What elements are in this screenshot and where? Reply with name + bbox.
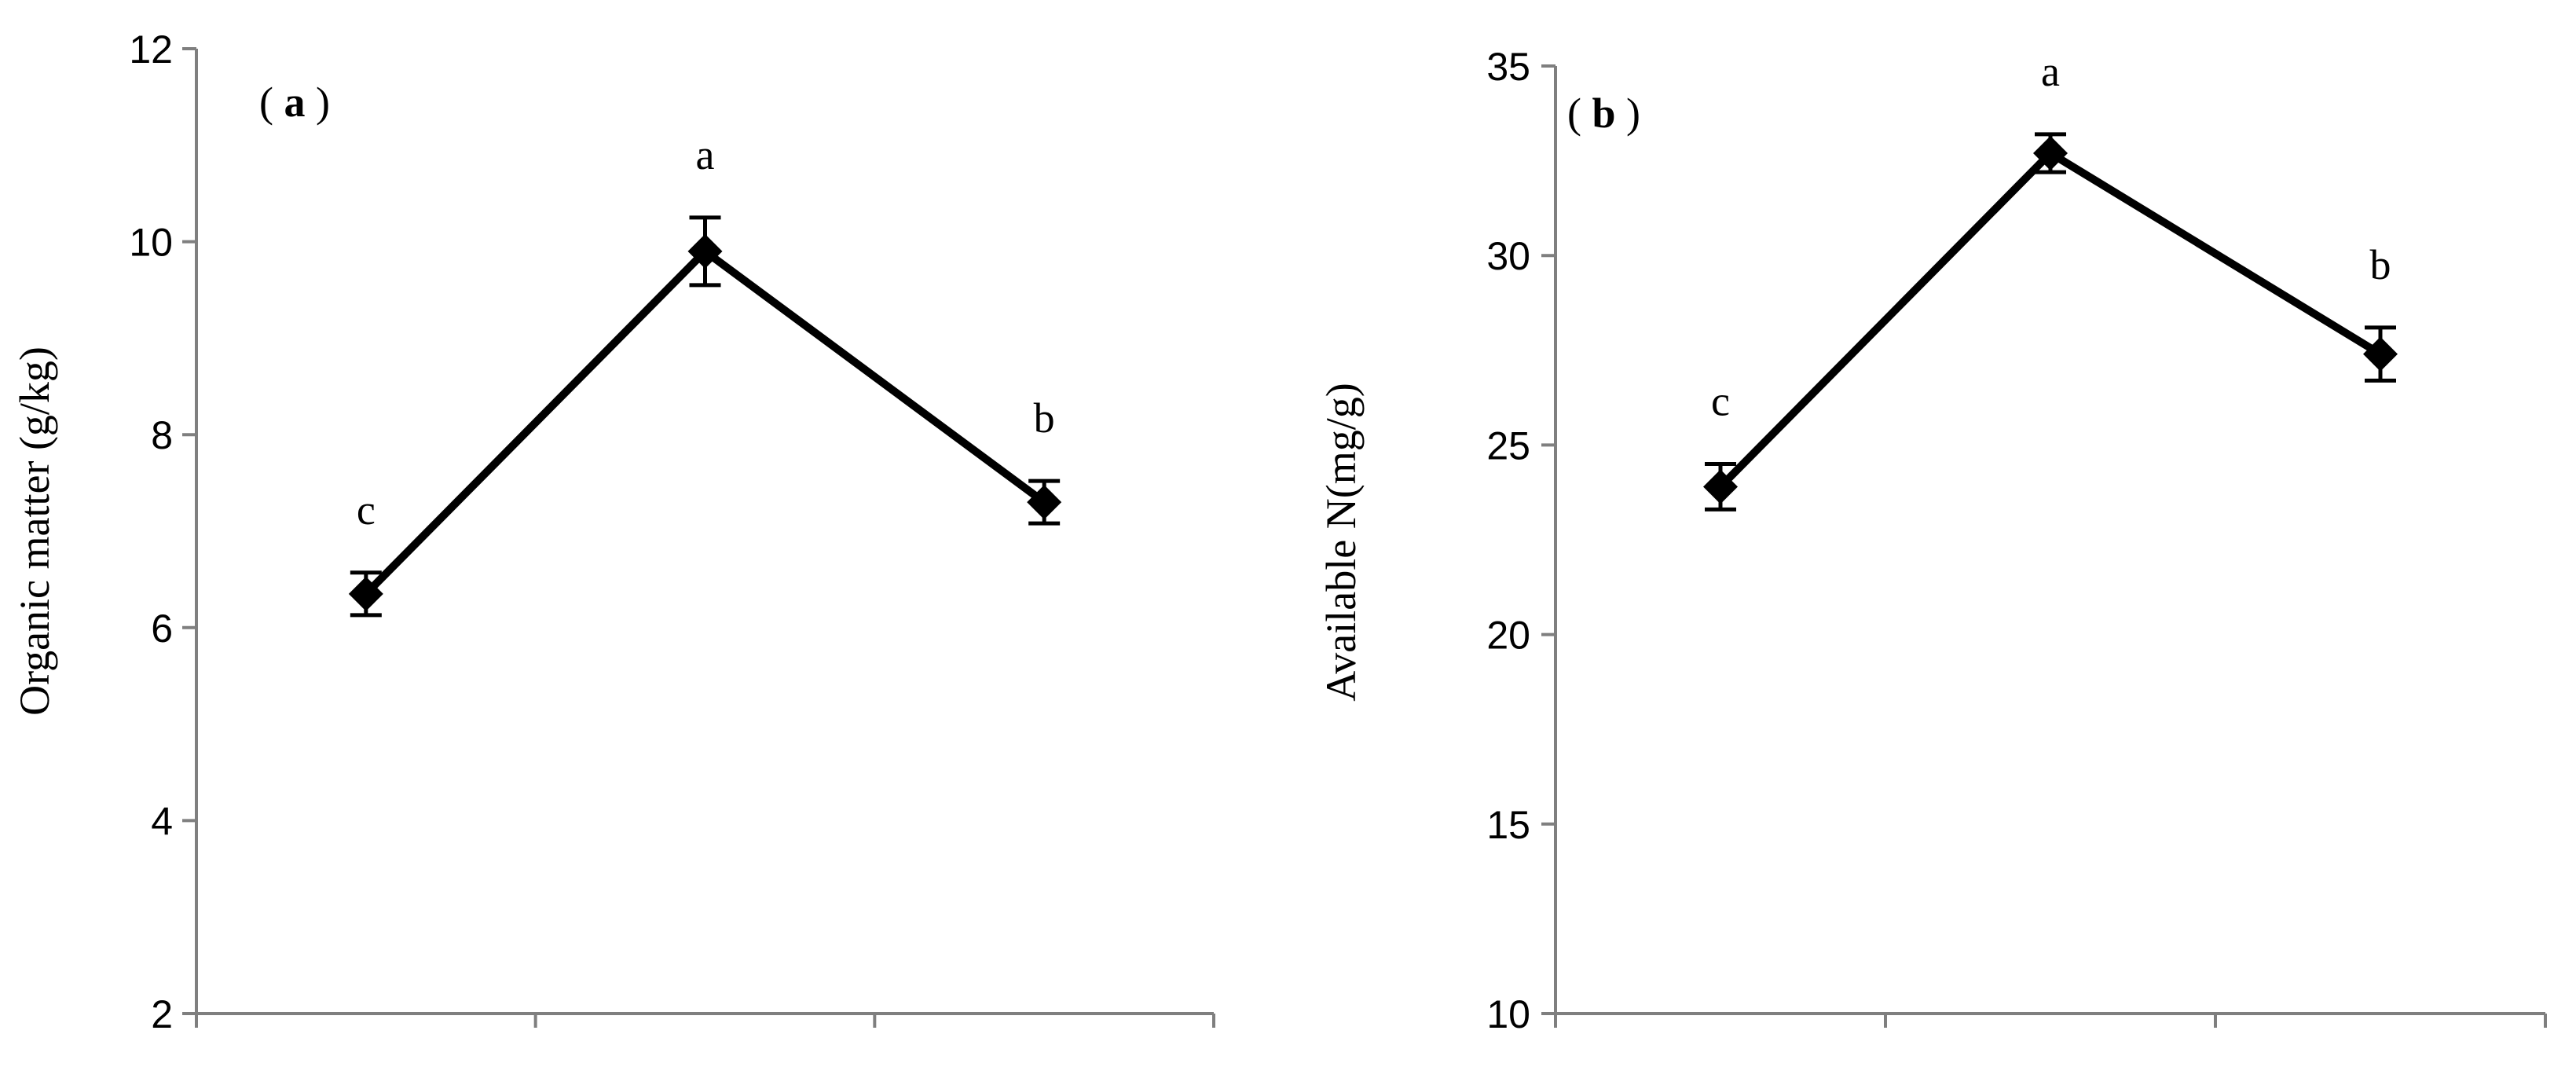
y-axis-title: Available N(mg/g) <box>1317 383 1365 701</box>
y-tick-label: 10 <box>1486 992 1530 1036</box>
panel-b: 10 15 20 25 30 35 Available N(mg/g) ( b ) c a b <box>1317 45 2547 1036</box>
y-tick-label: 4 <box>151 799 173 843</box>
series-line <box>363 247 1047 597</box>
panel-label: ( a ) <box>259 79 330 126</box>
y-tick-label: 10 <box>129 221 173 265</box>
y-tick-label: 20 <box>1486 614 1530 658</box>
series-line <box>1717 148 2383 490</box>
significance-label: b <box>2370 241 2391 288</box>
panel-label: ( b ) <box>1567 90 1640 137</box>
data-point <box>687 233 723 269</box>
panel-a: 2 4 6 8 10 12 Organic matter (g/kg) ( a ) c a b <box>11 28 1215 1036</box>
y-tick-label: 25 <box>1486 424 1530 468</box>
y-tick-label: 15 <box>1486 803 1530 847</box>
y-tick-label: 6 <box>151 607 173 651</box>
significance-label: c <box>1711 378 1730 425</box>
y-tick-label: 2 <box>151 992 173 1036</box>
data-point <box>1703 469 1738 504</box>
y-tick-label: 30 <box>1486 234 1530 278</box>
data-point <box>1027 485 1062 520</box>
y-axis-title: Organic matter (g/kg) <box>11 346 58 716</box>
y-tick-label: 8 <box>151 413 173 457</box>
significance-label: c <box>357 486 376 534</box>
y-tick-label: 12 <box>129 28 173 72</box>
data-point <box>2363 336 2398 372</box>
data-point <box>2033 135 2068 170</box>
significance-label: a <box>696 131 715 178</box>
significance-label: a <box>2041 48 2060 95</box>
data-point <box>348 576 383 611</box>
significance-label: b <box>1034 394 1055 442</box>
y-tick-label: 35 <box>1486 45 1530 89</box>
